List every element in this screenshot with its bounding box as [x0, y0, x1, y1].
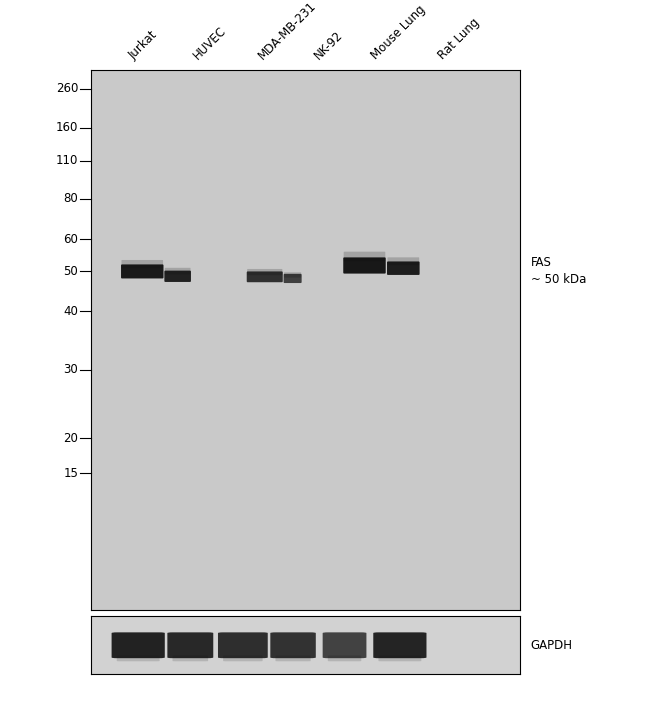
FancyBboxPatch shape — [276, 655, 311, 661]
FancyBboxPatch shape — [165, 268, 190, 274]
Text: 15: 15 — [63, 467, 78, 479]
FancyBboxPatch shape — [322, 632, 367, 658]
FancyBboxPatch shape — [283, 274, 302, 283]
Text: 40: 40 — [63, 305, 78, 318]
FancyBboxPatch shape — [387, 261, 420, 275]
Text: 30: 30 — [64, 363, 78, 376]
FancyBboxPatch shape — [270, 632, 316, 658]
FancyBboxPatch shape — [247, 269, 282, 275]
FancyBboxPatch shape — [284, 273, 301, 278]
FancyBboxPatch shape — [328, 655, 361, 661]
FancyBboxPatch shape — [172, 655, 208, 661]
Text: FAS
~ 50 kDa: FAS ~ 50 kDa — [530, 257, 586, 287]
FancyBboxPatch shape — [167, 632, 213, 658]
FancyBboxPatch shape — [122, 260, 163, 268]
Text: Jurkat: Jurkat — [127, 29, 161, 62]
Text: 80: 80 — [64, 192, 78, 205]
FancyBboxPatch shape — [378, 655, 421, 661]
FancyBboxPatch shape — [247, 271, 283, 283]
FancyBboxPatch shape — [112, 632, 165, 658]
Text: Mouse Lung: Mouse Lung — [369, 3, 428, 62]
Text: 20: 20 — [63, 432, 78, 444]
Text: 110: 110 — [56, 154, 78, 168]
Text: 160: 160 — [56, 121, 78, 135]
FancyBboxPatch shape — [218, 632, 268, 658]
FancyBboxPatch shape — [344, 252, 385, 261]
FancyBboxPatch shape — [164, 271, 191, 282]
Text: 60: 60 — [63, 233, 78, 245]
FancyBboxPatch shape — [343, 257, 385, 273]
FancyBboxPatch shape — [373, 632, 426, 658]
Text: HUVEC: HUVEC — [191, 24, 229, 62]
Text: MDA-MB-231: MDA-MB-231 — [255, 0, 318, 62]
Text: NK-92: NK-92 — [311, 29, 345, 62]
Text: GAPDH: GAPDH — [530, 639, 573, 652]
Text: Rat Lung: Rat Lung — [436, 16, 482, 62]
FancyBboxPatch shape — [223, 655, 263, 661]
FancyBboxPatch shape — [117, 655, 160, 661]
Text: 260: 260 — [56, 83, 78, 95]
FancyBboxPatch shape — [121, 264, 164, 278]
FancyBboxPatch shape — [387, 257, 419, 265]
Text: 50: 50 — [64, 265, 78, 278]
